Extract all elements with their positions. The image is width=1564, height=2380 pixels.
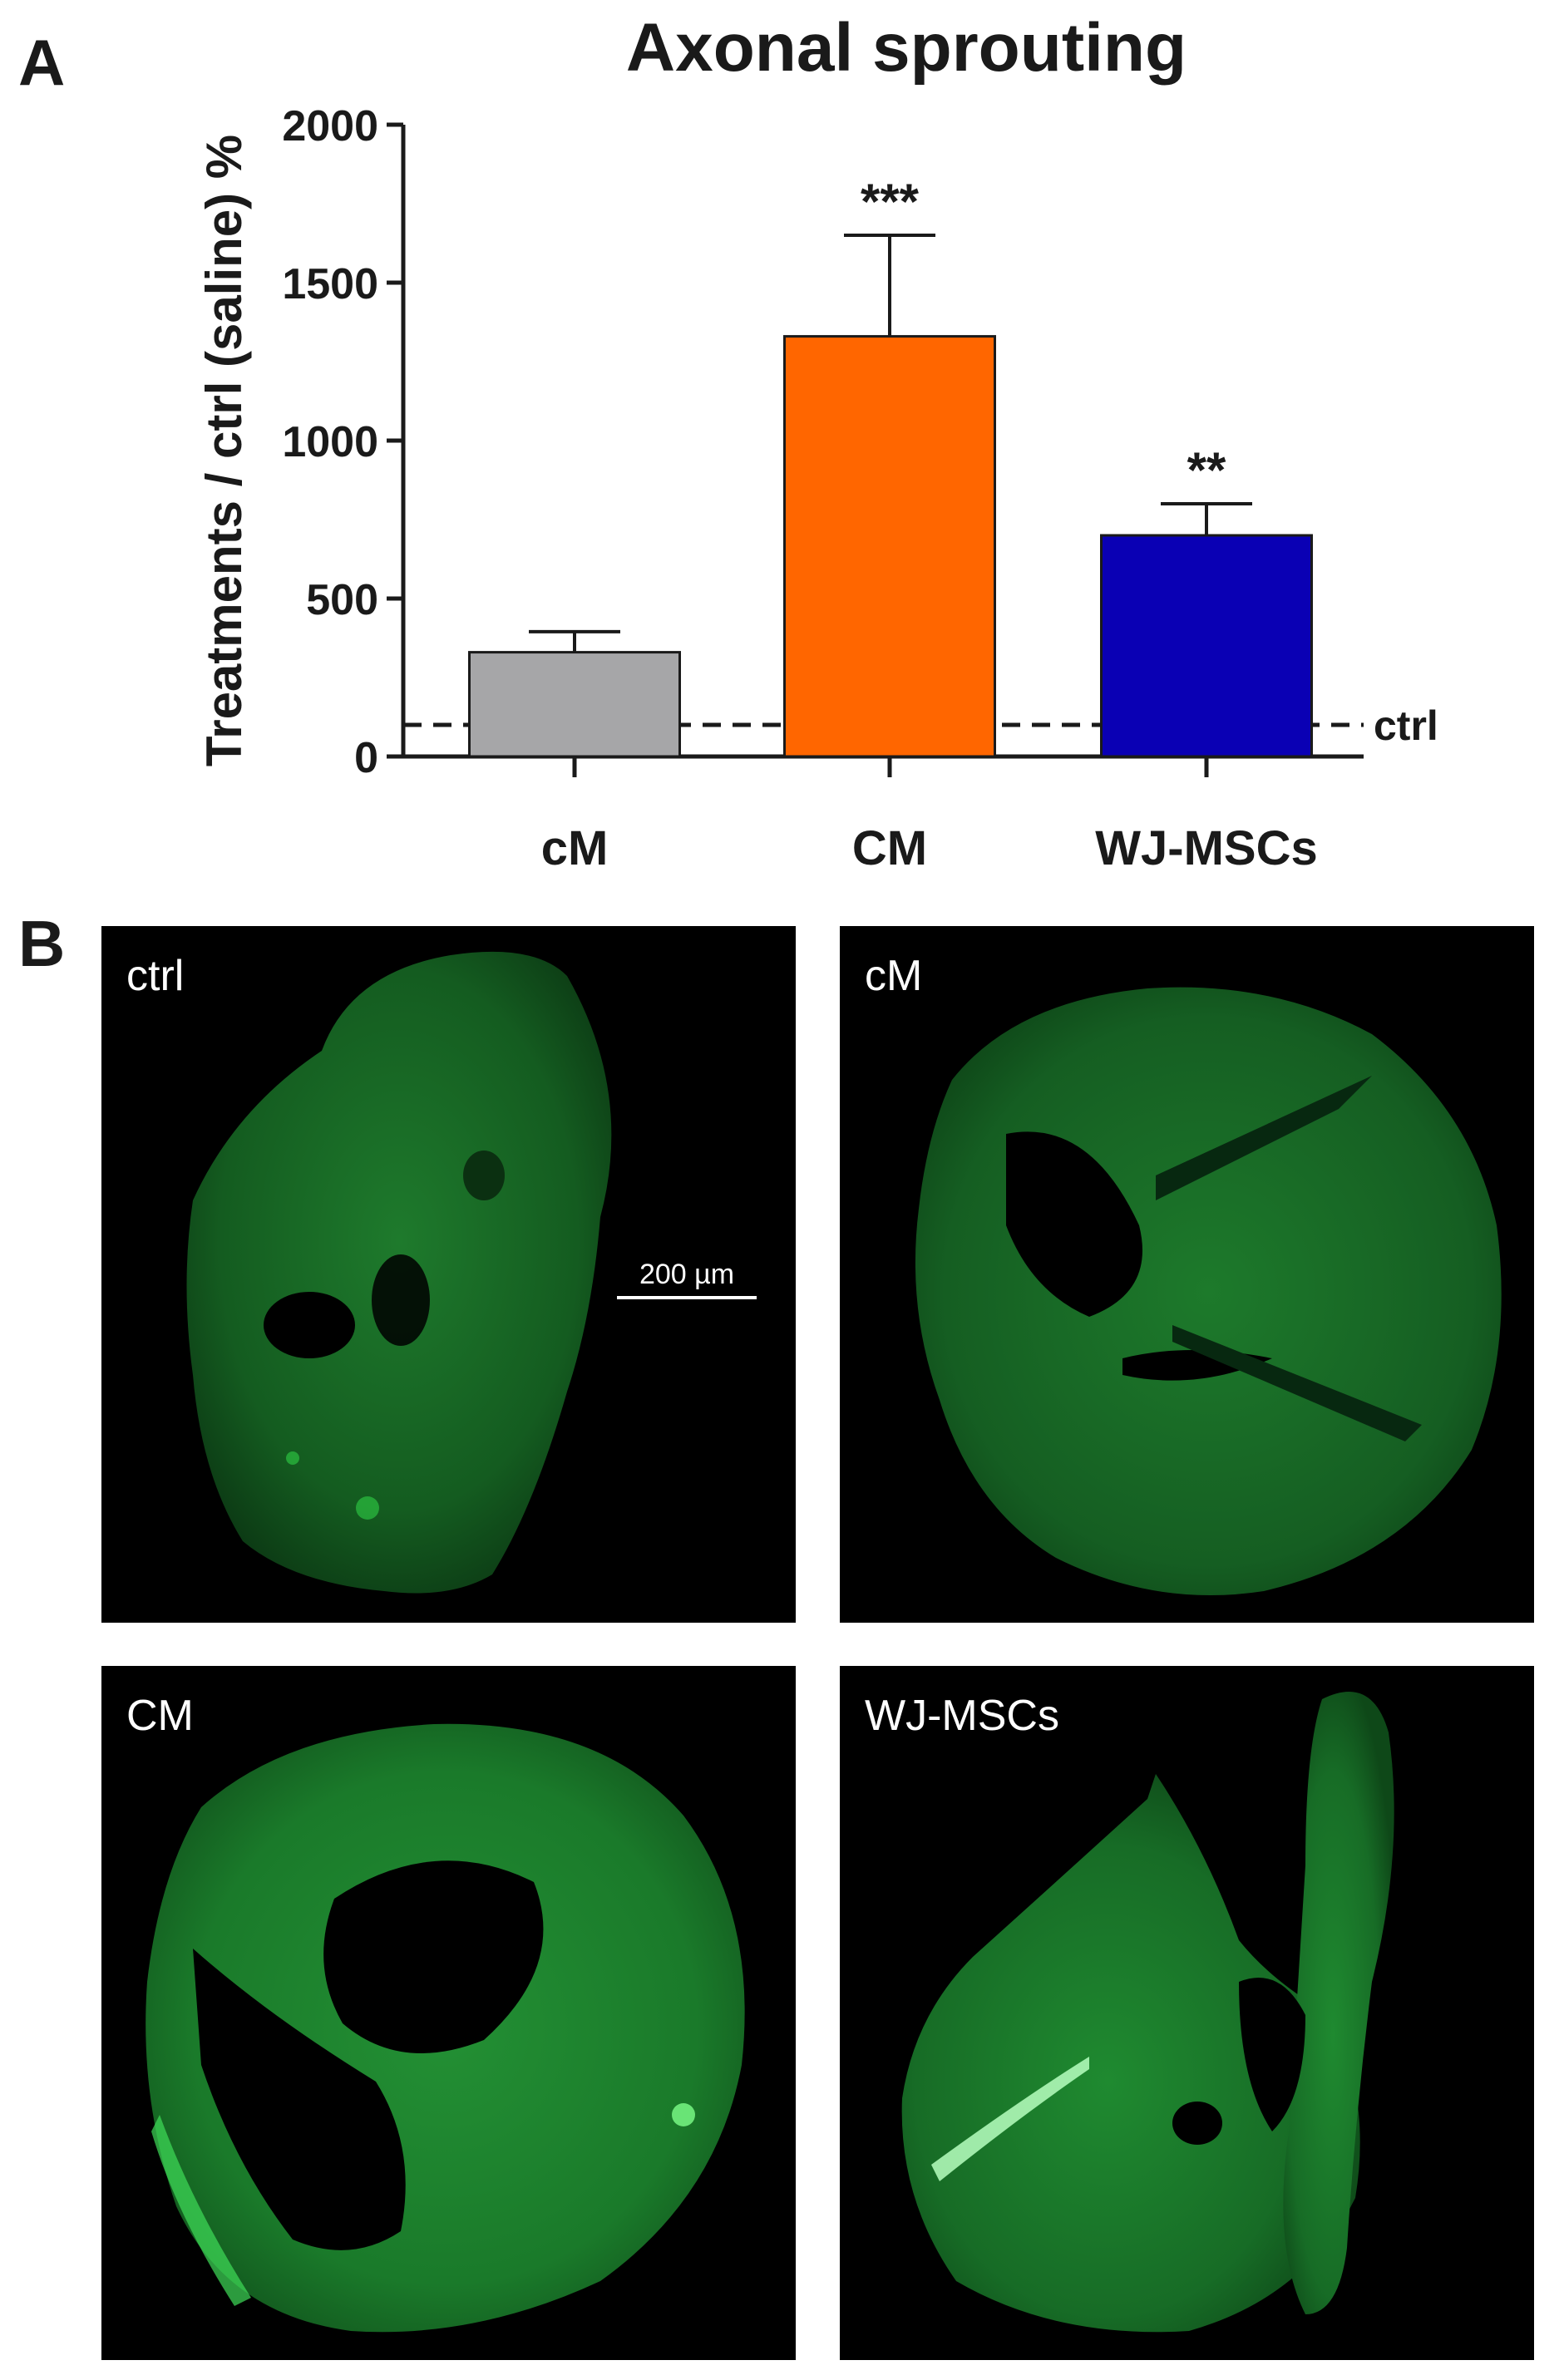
- tissue-section-image: [146, 1723, 745, 2333]
- scale-bar: 200 µm: [617, 1259, 757, 1299]
- y-tick-label: 0: [354, 734, 378, 782]
- tissue-section-image: [901, 1692, 1394, 2333]
- x-tick-label: CM: [852, 821, 927, 875]
- micrograph-ctrl: ctrl 200 µm: [101, 926, 796, 1623]
- micrograph-label: CM: [126, 1692, 194, 1740]
- tissue-section-image: [915, 987, 1502, 1595]
- y-axis-label: Treatments / ctrl (saline) %: [196, 135, 252, 766]
- significance-label: **: [1187, 442, 1226, 498]
- reference-line-label: ctrl: [1374, 702, 1438, 749]
- significance-label: ***: [861, 174, 920, 229]
- micrograph-label: WJ-MSCs: [865, 1692, 1059, 1740]
- panel-a-letter: A: [18, 26, 66, 99]
- x-tick-label: WJ-MSCs: [1095, 821, 1317, 875]
- y-tick-label: 500: [306, 576, 378, 624]
- scale-bar-line: [617, 1296, 757, 1299]
- y-tick-label: 1000: [282, 418, 378, 466]
- micrograph-label: ctrl: [126, 952, 185, 1000]
- micrograph-label: cM: [865, 952, 923, 1000]
- bar-chart: Axonal sprouting Treatments / ctrl (sali…: [196, 10, 1438, 875]
- y-tick-label: 2000: [282, 102, 378, 150]
- scale-bar-label: 200 µm: [639, 1259, 735, 1290]
- panel-b-letter: B: [18, 907, 66, 980]
- y-tick-label: 1500: [282, 260, 378, 308]
- bar-cm: [468, 651, 681, 758]
- micrograph-cm-control-medium: cM: [840, 926, 1534, 1623]
- bar-cm: [783, 335, 996, 758]
- tissue-section-image: [186, 951, 612, 1594]
- bar-wj-mscs: [1100, 534, 1313, 758]
- micrograph-wj-mscs: WJ-MSCs: [840, 1666, 1534, 2360]
- x-tick-label: cM: [541, 821, 609, 875]
- chart-title: Axonal sprouting: [626, 10, 1187, 86]
- micrograph-CM-conditioned-medium: CM: [101, 1666, 796, 2360]
